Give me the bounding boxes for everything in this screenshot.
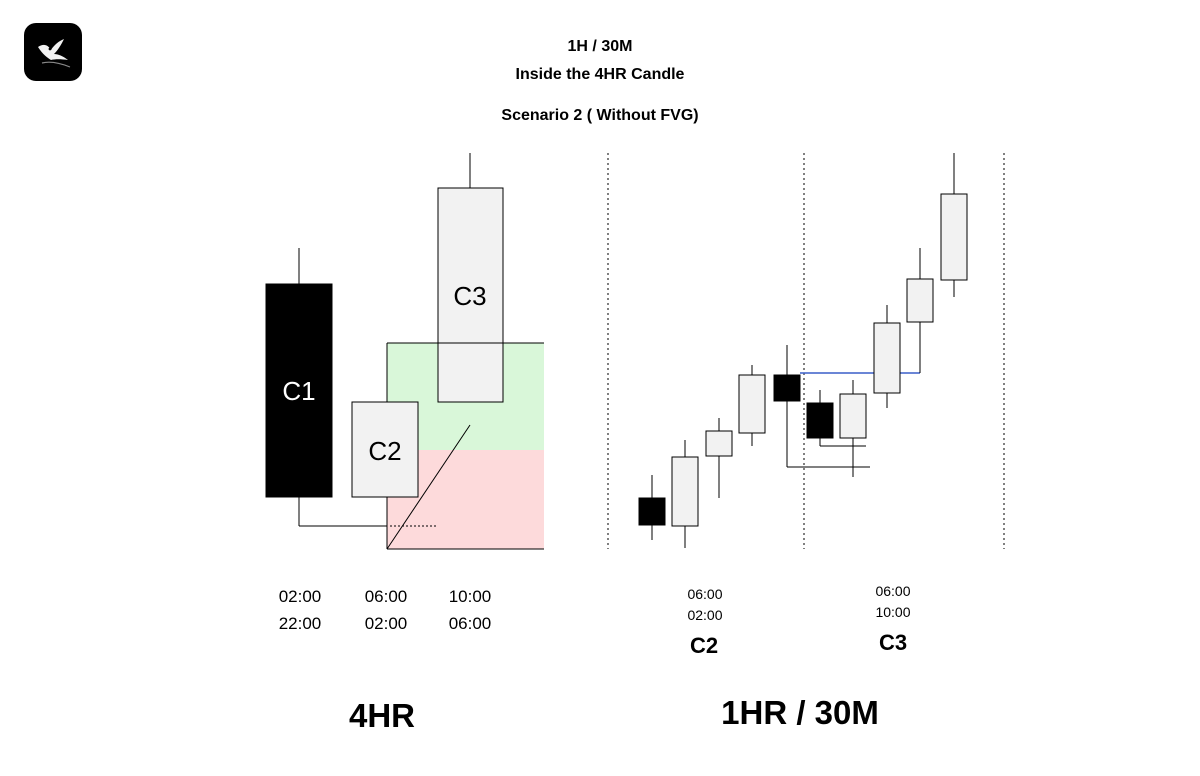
candle-6 <box>806 390 834 439</box>
candle-4 <box>738 365 766 446</box>
c2-label: C2 <box>368 436 401 466</box>
c3-times: 10:00 06:00 <box>435 583 505 637</box>
c1-time-bottom: 22:00 <box>278 614 322 633</box>
c3-time-top: 10:00 <box>448 587 492 606</box>
right-c3-time-bottom: 10:00 <box>875 604 911 620</box>
right-c2-time-top: 06:00 <box>687 586 723 602</box>
candle-5 <box>773 345 801 402</box>
c3-candle <box>437 187 504 403</box>
scenario-subtitle: Scenario 2 ( Without FVG) <box>501 107 699 124</box>
right-c3-label: C3 <box>878 630 908 655</box>
candle-1 <box>638 475 666 540</box>
c1-candle <box>265 283 333 498</box>
candle-10 <box>940 153 968 297</box>
bird-icon <box>38 39 71 68</box>
candle-9 <box>906 248 934 373</box>
c2-candle <box>351 401 419 498</box>
app-logo <box>24 23 82 81</box>
right-panel-label: 1HR / 30M <box>721 694 879 731</box>
left-panel-label: 4HR <box>348 697 416 734</box>
c2-time-top: 06:00 <box>364 587 408 606</box>
c1-time-top: 02:00 <box>278 587 322 606</box>
right-c2-time-bottom: 02:00 <box>687 607 723 623</box>
right-c3-times: 06:00 10:00 <box>858 581 928 623</box>
c3-label: C3 <box>453 281 486 311</box>
right-c3-time-top: 06:00 <box>875 583 911 599</box>
title-line-1: 1H / 30M <box>567 38 633 55</box>
title-line-2: Inside the 4HR Candle <box>515 66 685 83</box>
candle-3 <box>705 418 733 498</box>
right-c2-times: 06:00 02:00 <box>670 584 740 626</box>
c1-label: C1 <box>282 376 315 406</box>
c3-time-bottom: 06:00 <box>448 614 492 633</box>
candle-7 <box>839 380 867 477</box>
candle-2 <box>671 440 699 548</box>
right-c2-label: C2 <box>689 633 719 658</box>
c2-time-bottom: 02:00 <box>364 614 408 633</box>
c1-times: 02:00 22:00 <box>265 583 335 637</box>
diagonal-line <box>386 424 471 550</box>
c2-times: 06:00 02:00 <box>351 583 421 637</box>
candle-8 <box>873 305 901 408</box>
